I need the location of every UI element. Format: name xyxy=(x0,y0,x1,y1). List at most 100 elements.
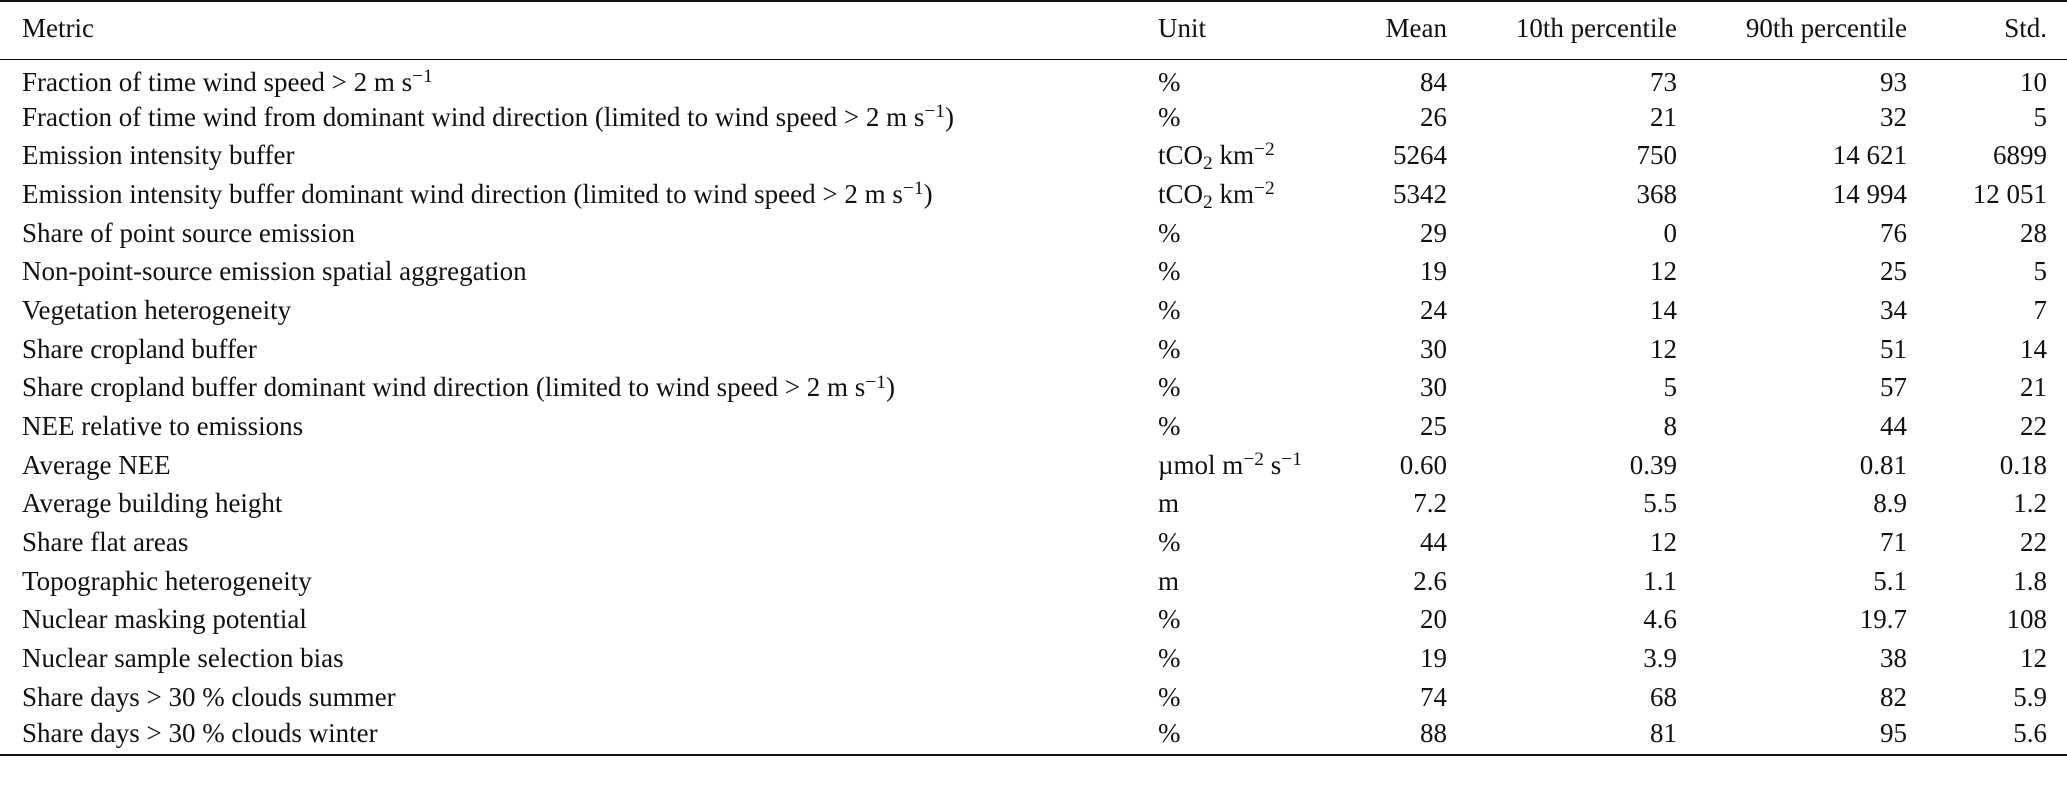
cell-10th-percentile: 0 xyxy=(1663,217,1678,248)
cell-10th-percentile: 1.1 xyxy=(1643,565,1677,596)
cell-mean: 74 xyxy=(1420,681,1447,712)
cell-unit: % xyxy=(1158,101,1181,132)
cell-metric: Emission intensity buffer xyxy=(22,140,295,171)
cell-10th-percentile: 5.5 xyxy=(1643,488,1677,519)
cell-mean: 19 xyxy=(1420,256,1447,287)
cell-std: 5 xyxy=(2033,256,2048,287)
table-row: Share flat areas% 44 12 71 22 xyxy=(0,523,2067,562)
table-row: Fraction of time wind from dominant wind… xyxy=(0,98,2067,137)
cell-unit: % xyxy=(1158,294,1181,325)
cell-unit: % xyxy=(1138,716,1353,757)
cell-10th-percentile: 12 xyxy=(1650,256,1677,287)
cell-90th-percentile: 14 994 xyxy=(1832,178,1907,209)
cell-std: 22 xyxy=(2020,411,2047,442)
cell-metric: Nuclear masking potential xyxy=(22,604,307,635)
cell-metric: Share days > 30 % clouds winter xyxy=(0,716,1138,757)
cell-mean: 24 xyxy=(1420,294,1447,325)
cell-metric: Share flat areas xyxy=(22,527,189,558)
cell-10th-percentile: 12 xyxy=(1650,527,1677,558)
cell-metric: Fraction of time wind from dominant wind… xyxy=(22,100,955,132)
cell-90th-percentile: 57 xyxy=(1880,372,1907,403)
cell-90th-percentile: 0.81 xyxy=(1859,449,1907,480)
cell-metric: Average building height xyxy=(22,488,283,519)
cell-10th-percentile: 5 xyxy=(1663,372,1678,403)
cell-metric: Share cropland buffer xyxy=(22,333,257,364)
cell-unit: % xyxy=(1158,643,1181,674)
cell-10th-percentile: 81 xyxy=(1463,716,1693,757)
table-row: Fraction of time wind speed > 2 m s−1% 84… xyxy=(0,59,2067,98)
table-header: Metric Unit Mean 10th percentile 90th pe… xyxy=(0,0,2067,60)
cell-90th-percentile: 14 621 xyxy=(1832,140,1907,171)
cell-10th-percentile: 73 xyxy=(1650,67,1677,98)
header-90th-percentile: 90th percentile xyxy=(1693,0,1923,60)
cell-metric: Average NEE xyxy=(22,449,171,480)
cell-unit: tCO2 km−2 xyxy=(1158,178,1275,213)
cell-std: 22 xyxy=(2020,527,2047,558)
cell-90th-percentile: 5.1 xyxy=(1873,565,1907,596)
cell-std: 28 xyxy=(2020,217,2047,248)
cell-mean: 0.60 xyxy=(1399,449,1447,480)
metrics-table: Metric Unit Mean 10th percentile 90th pe… xyxy=(0,0,2067,757)
cell-10th-percentile: 0.39 xyxy=(1629,449,1677,480)
cell-90th-percentile: 38 xyxy=(1880,643,1907,674)
cell-unit: µmol m−2 s−1 xyxy=(1158,448,1302,480)
table-row: Non-point-source emission spatial aggreg… xyxy=(0,252,2067,291)
cell-mean: 84 xyxy=(1420,67,1447,98)
table-row: Share days > 30 % clouds winter% 88 81 95 5.… xyxy=(0,716,2067,757)
cell-10th-percentile: 14 xyxy=(1650,294,1677,325)
table-row: Average building height m 7.2 5.5 8.9 1.2 xyxy=(0,485,2067,524)
cell-90th-percentile: 34 xyxy=(1880,294,1907,325)
header-mean: Mean xyxy=(1353,0,1463,60)
cell-mean: 5264 xyxy=(1393,140,1447,171)
cell-metric: Topographic heterogeneity xyxy=(22,565,312,596)
table-row: Average NEE µmol m−2 s−1 0.60 0.39 0.81 0.18 xyxy=(0,446,2067,485)
cell-mean: 44 xyxy=(1420,527,1447,558)
cell-10th-percentile: 21 xyxy=(1650,101,1677,132)
table-row: Vegetation heterogeneity% 24 14 34 7 xyxy=(0,291,2067,330)
cell-90th-percentile: 71 xyxy=(1880,527,1907,558)
header-row: Metric Unit Mean 10th percentile 90th pe… xyxy=(0,0,2067,60)
cell-90th-percentile: 44 xyxy=(1880,411,1907,442)
table-row: NEE relative to emissions% 25 8 44 22 xyxy=(0,407,2067,446)
cell-std: 12 051 xyxy=(1972,178,2047,209)
cell-mean: 30 xyxy=(1420,372,1447,403)
header-metric: Metric xyxy=(0,0,1138,60)
cell-mean: 25 xyxy=(1420,411,1447,442)
cell-metric: Share days > 30 % clouds summer xyxy=(22,681,396,712)
cell-unit: m xyxy=(1158,565,1180,596)
header-unit: Unit xyxy=(1138,0,1353,60)
table-row: Topographic heterogeneity m 2.6 1.1 5.1 1.8 xyxy=(0,562,2067,601)
cell-std: 6899 xyxy=(1993,140,2047,171)
cell-10th-percentile: 12 xyxy=(1650,333,1677,364)
cell-std: 7 xyxy=(2033,294,2048,325)
cell-std: 1.8 xyxy=(2013,565,2047,596)
cell-std: 12 xyxy=(2020,643,2047,674)
table-row: Emission intensity buffer tCO2 km−2 5264 75… xyxy=(0,136,2067,175)
cell-10th-percentile: 4.6 xyxy=(1643,604,1677,635)
cell-std: 5.9 xyxy=(2013,681,2047,712)
cell-unit: m xyxy=(1158,488,1180,519)
cell-std: 1.2 xyxy=(2013,488,2047,519)
cell-10th-percentile: 3.9 xyxy=(1643,643,1677,674)
table-row: Share days > 30 % clouds summer% 74 68 82 5.… xyxy=(0,678,2067,717)
cell-90th-percentile: 93 xyxy=(1880,67,1907,98)
cell-90th-percentile: 8.9 xyxy=(1873,488,1907,519)
cell-std: 0.18 xyxy=(1999,449,2047,480)
cell-10th-percentile: 368 xyxy=(1636,178,1678,209)
cell-metric: Share cropland buffer dominant wind dire… xyxy=(22,371,895,403)
cell-90th-percentile: 32 xyxy=(1880,101,1907,132)
table-row: Nuclear masking potential% 20 4.6 19.7 108 xyxy=(0,601,2067,640)
table-row: Share cropland buffer dominant wind dire… xyxy=(0,369,2067,408)
cell-metric: Non-point-source emission spatial aggreg… xyxy=(22,256,527,287)
cell-mean: 20 xyxy=(1420,604,1447,635)
cell-std: 14 xyxy=(2020,333,2047,364)
cell-metric: Nuclear sample selection bias xyxy=(22,643,344,674)
cell-metric: Share of point source emission xyxy=(22,217,355,248)
cell-std: 21 xyxy=(2020,372,2047,403)
table-row: Share cropland buffer% 30 12 51 14 xyxy=(0,330,2067,369)
cell-10th-percentile: 68 xyxy=(1650,681,1677,712)
cell-metric: Fraction of time wind speed > 2 m s−1 xyxy=(22,66,433,98)
table-row: Share of point source emission% 29 0 76 28 xyxy=(0,214,2067,253)
cell-mean: 26 xyxy=(1420,101,1447,132)
cell-90th-percentile: 95 xyxy=(1693,716,1923,757)
